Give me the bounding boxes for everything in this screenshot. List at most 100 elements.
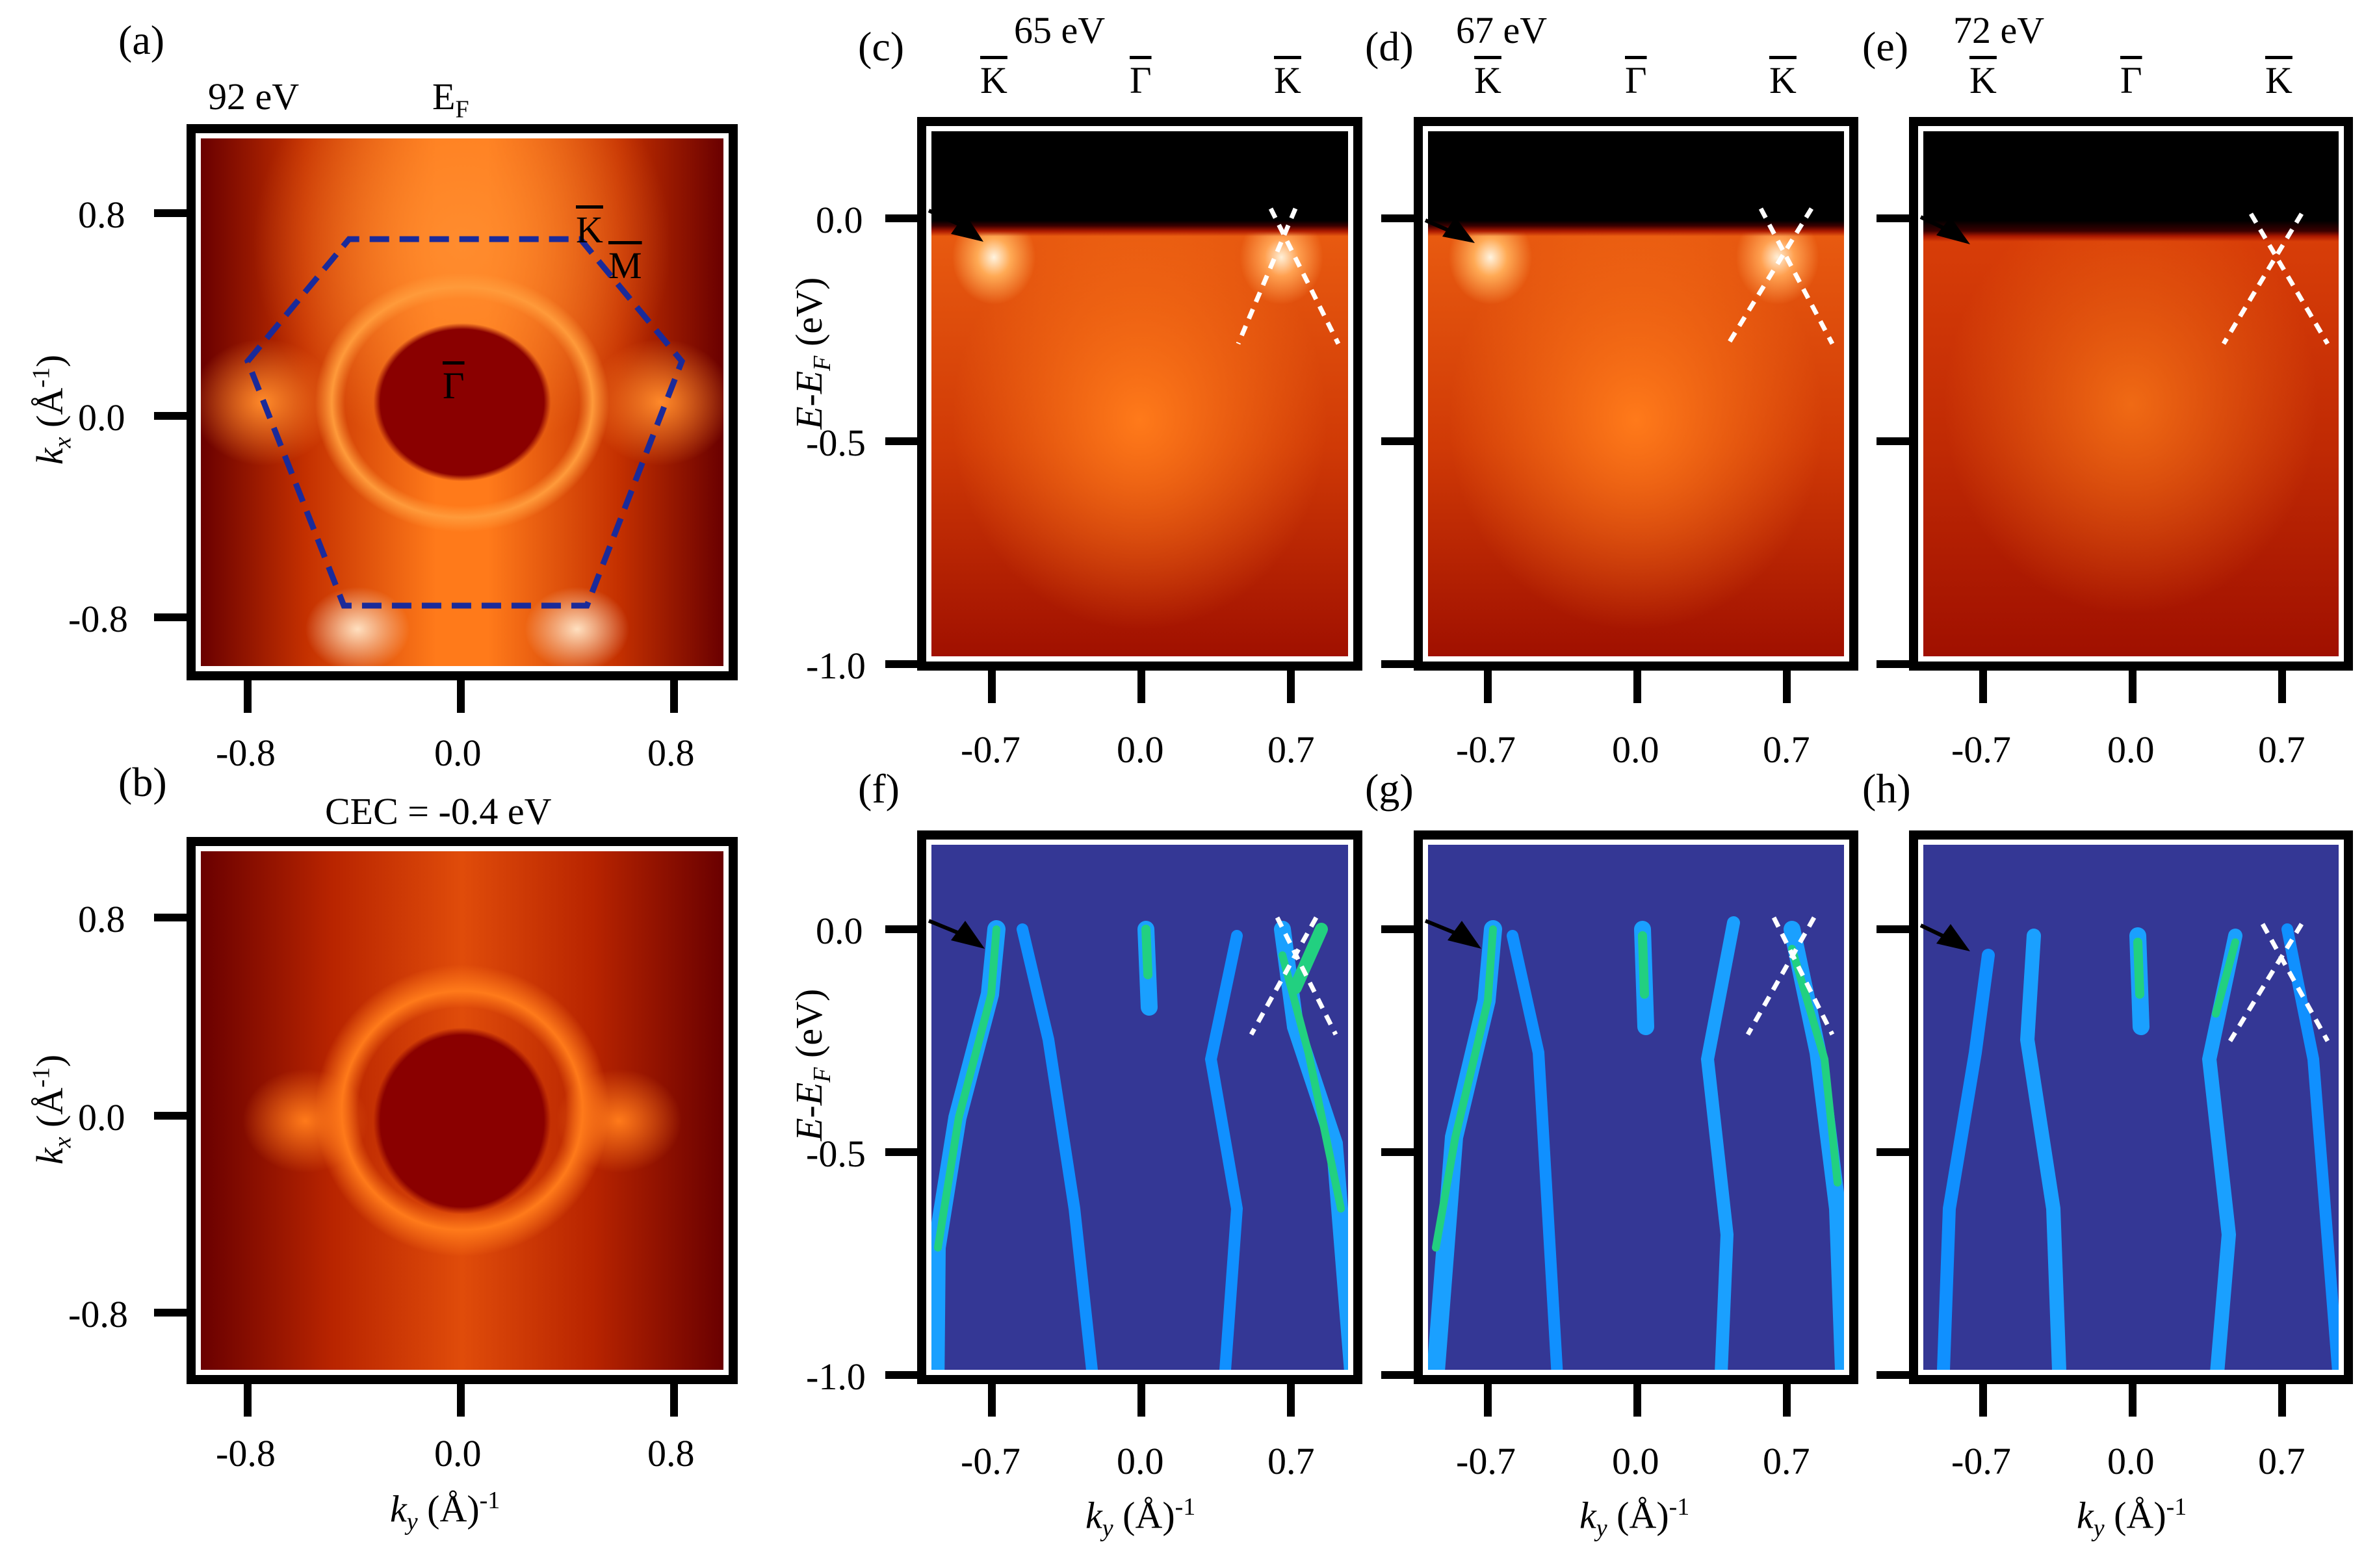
x-tick-label: 0.8 [647,732,695,774]
y-tick-label: 0.0 [816,199,863,241]
x-tick [1633,671,1641,703]
x-tick-label: 0.0 [1612,728,1659,771]
x-tick [244,1384,252,1417]
y-tick-label: -1.0 [806,1356,866,1398]
y-tick-label: 0.0 [78,396,125,439]
y-tick [1877,1148,1909,1156]
arpes-cut-67ev [1414,117,1858,671]
x-tick-label: 0.0 [1612,1440,1659,1482]
arpes-cut-72ev [1909,117,2353,671]
y-tick [154,613,187,621]
kx-axis-label: kx (Å-1) [27,1054,77,1165]
x-tick [1137,671,1145,703]
x-tick-label: 0.7 [1763,728,1810,771]
x-tick-label: -0.7 [1456,728,1516,771]
gamma-point-label: Γ [2120,59,2142,101]
curvature-plot-h [1909,830,2353,1384]
y-tick-label: -0.8 [68,598,128,640]
curvature-plot-f [917,830,1362,1384]
dirac-cone-overlay [1919,212,2330,345]
x-tick-label: 0.0 [434,732,482,774]
x-tick-label: 0.0 [1117,1440,1164,1482]
kx-axis-label: kx (Å-1) [27,354,77,465]
y-tick [885,660,918,668]
y-tick-label: -1.0 [806,645,866,687]
fermi-surface-heatmap [201,138,723,666]
panel-label-g: (g) [1365,765,1414,812]
x-tick-label: 0.8 [647,1432,695,1474]
x-tick [2129,1384,2137,1417]
y-tick-label: 0.8 [78,194,125,236]
panel-label-d: (d) [1365,23,1414,70]
x-tick-label: 0.7 [2258,728,2306,771]
x-tick [244,680,252,713]
x-tick [1287,1384,1295,1417]
x-tick [1979,671,1987,703]
x-tick [2129,671,2137,703]
gamma-point-label: Γ [443,365,465,407]
photon-energy-e: 72 eV [1953,9,2045,51]
x-tick-label: -0.8 [216,1432,276,1474]
dirac-cone-overlay [1424,207,1835,345]
ky-axis-label: ky (Å)-1 [1579,1493,1690,1542]
x-tick-label: 0.7 [1267,728,1315,771]
panel-label-b: (b) [118,759,167,805]
y-tick [1381,925,1414,933]
ky-axis-label: ky (Å)-1 [2077,1493,2187,1542]
y-tick [154,914,187,921]
cec-heatmap [201,851,723,1370]
arpes-cut-65ev [917,117,1362,671]
energy-axis-label: E-EF (eV) [788,277,836,430]
curvature-heatmap [931,845,1348,1370]
k-point-label: K [576,209,603,251]
m-point-label: M [608,244,642,287]
y-tick-label: 0.0 [78,1096,125,1138]
y-tick [885,1148,918,1156]
photon-energy-d: 67 eV [1456,9,1548,51]
x-tick [988,1384,996,1417]
panel-label-c: (c) [858,23,905,70]
x-tick [457,680,465,713]
y-tick [1381,660,1414,668]
y-tick-label: -0.8 [68,1293,128,1335]
y-tick [154,209,187,217]
y-tick-label: 0.8 [78,898,125,940]
curvature-plot-g [1414,830,1858,1384]
y-tick [885,1371,918,1379]
panel-label-a: (a) [118,17,165,63]
y-tick [1381,214,1414,222]
y-tick [1381,1148,1414,1156]
y-tick [885,925,918,933]
y-tick [885,214,918,222]
panel-label-h: (h) [1862,765,1911,812]
y-tick-label: -0.5 [806,422,866,464]
x-tick-label: -0.7 [1456,1440,1516,1482]
k-point-label: K [2265,59,2293,101]
x-tick-label: 0.0 [2107,728,2155,771]
x-tick [2278,1384,2286,1417]
x-tick [1783,671,1791,703]
panel-label-e: (e) [1862,23,1909,70]
curvature-heatmap [1428,845,1844,1370]
y-tick [154,1309,187,1317]
y-tick [1877,1371,1909,1379]
brillouin-zone-hexagon [244,236,686,609]
x-tick [1783,1384,1791,1417]
y-tick-label: -0.5 [806,1133,866,1175]
x-tick [670,680,678,713]
y-tick [1381,437,1414,445]
x-tick-label: -0.7 [961,1440,1020,1482]
k-point-label: K [1769,59,1797,101]
y-tick [1381,1371,1414,1379]
photon-energy-c: 65 eV [1014,9,1106,51]
cec-energy-label: CEC = -0.4 eV [325,790,552,832]
x-tick-label: 0.7 [1763,1440,1810,1482]
gamma-point-label: Γ [1625,59,1647,101]
x-tick-label: 0.0 [2107,1440,2155,1482]
k-point-label: K [1969,59,1997,101]
y-tick-label: 0.0 [816,910,863,952]
x-tick [2278,671,2286,703]
ky-axis-label: ky (Å)-1 [390,1487,500,1536]
y-tick [1877,214,1909,222]
panel-label-f: (f) [858,765,900,812]
